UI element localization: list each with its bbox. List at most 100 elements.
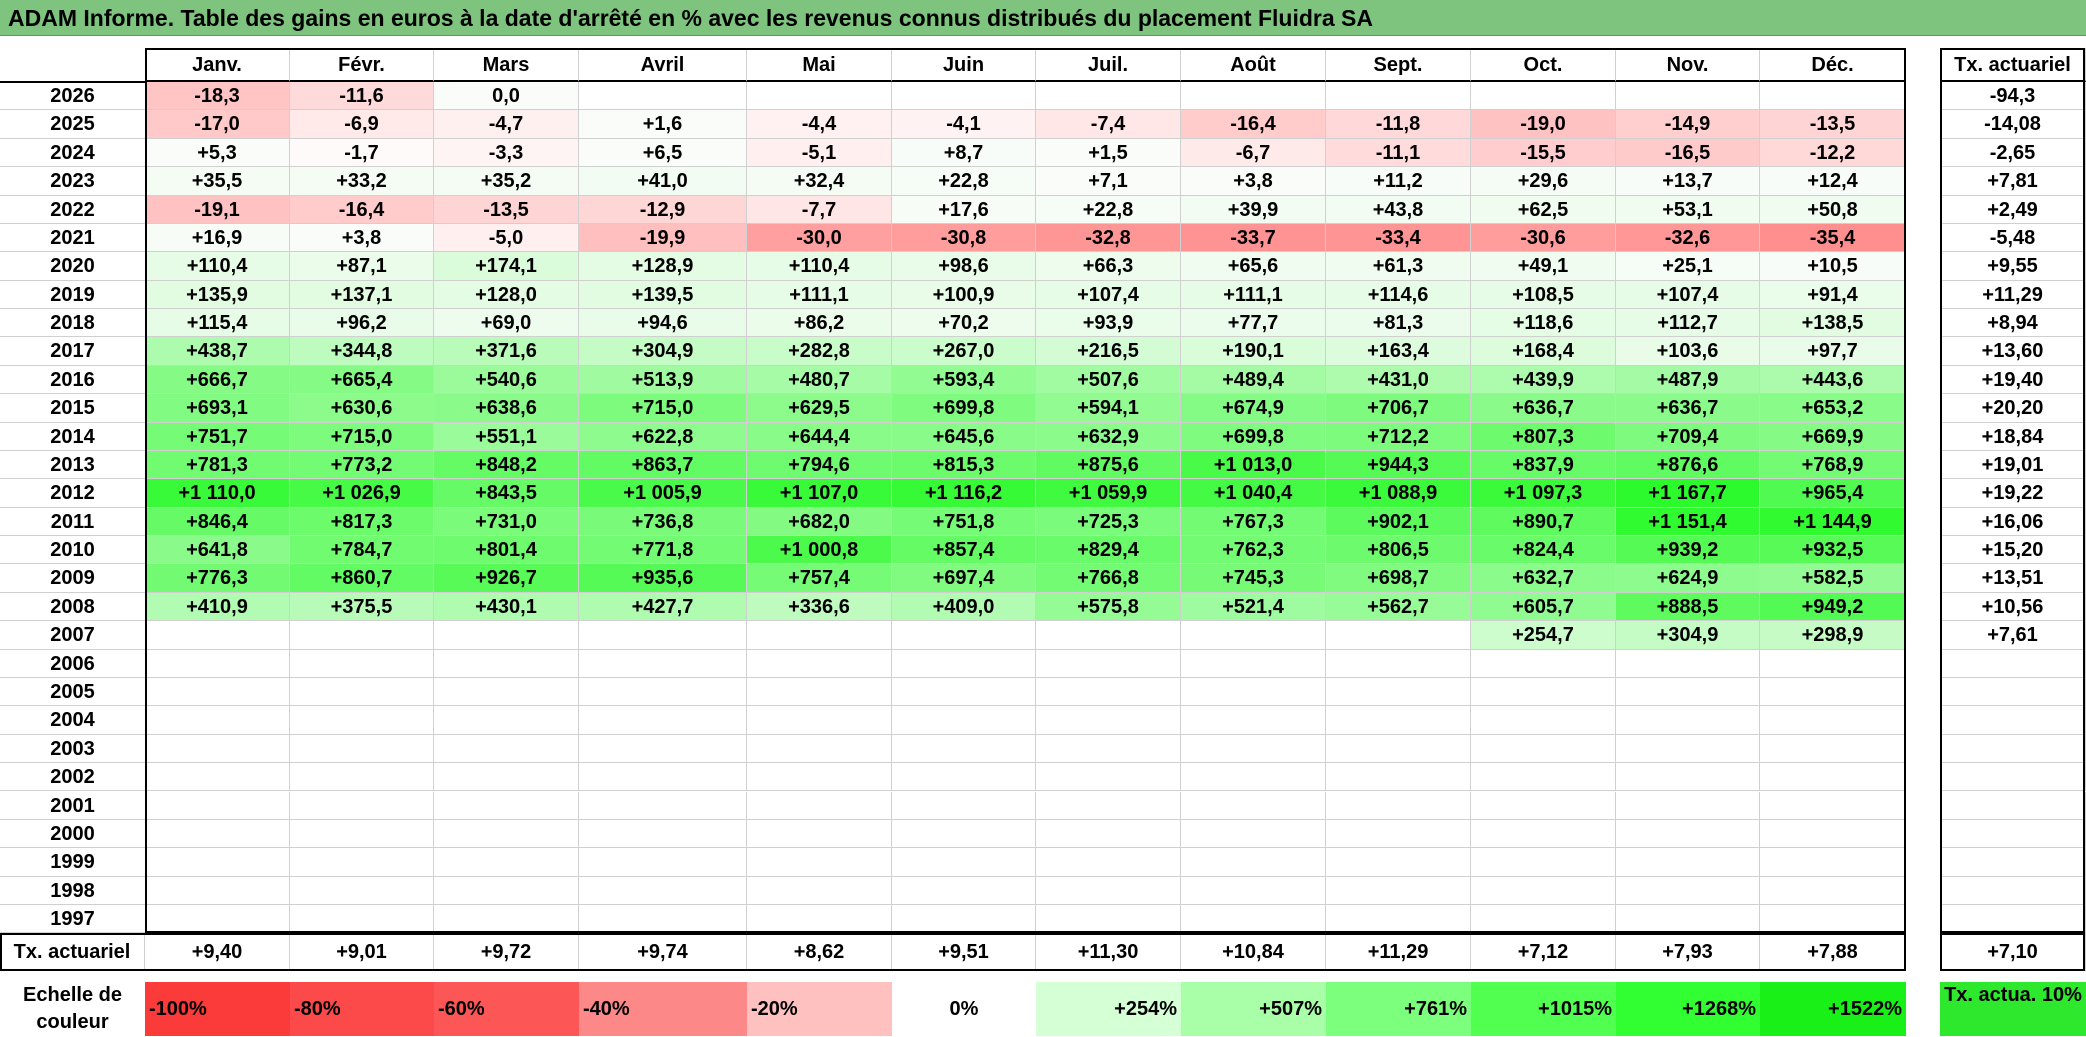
table-cell: +1,5 xyxy=(1036,138,1181,168)
year-label: 2006 xyxy=(0,650,145,678)
table-cell: -12,2 xyxy=(1760,138,1906,168)
table-cell xyxy=(747,763,892,792)
color-scale-swatch: +1268% xyxy=(1616,982,1760,1036)
table-cell xyxy=(290,649,434,678)
year-label: 2010 xyxy=(0,536,145,565)
table-cell: +32,4 xyxy=(747,167,892,196)
table-cell: +562,7 xyxy=(1326,592,1471,622)
table-cell: +768,9 xyxy=(1760,450,1906,480)
table-cell: +50,8 xyxy=(1760,195,1906,224)
table-cell xyxy=(1326,905,1471,934)
year-label: 2025 xyxy=(0,110,145,139)
table-cell xyxy=(434,621,579,650)
table-cell xyxy=(290,905,434,934)
table-cell: -15,5 xyxy=(1471,138,1616,168)
table-cell xyxy=(1036,734,1181,764)
table-cell: +375,5 xyxy=(290,592,434,622)
table-cell xyxy=(145,734,290,764)
table-cell xyxy=(1616,82,1760,111)
table-cell xyxy=(1036,706,1181,735)
table-cell xyxy=(579,621,747,650)
table-cell: +1 097,3 xyxy=(1471,479,1616,508)
summary-label: Tx. actuariel xyxy=(0,933,145,972)
tx-cell: -14,08 xyxy=(1940,110,2086,139)
table-cell xyxy=(579,819,747,849)
table-cell: +773,2 xyxy=(290,450,434,480)
table-cell xyxy=(579,876,747,905)
table-cell: +757,4 xyxy=(747,564,892,593)
table-cell xyxy=(1616,763,1760,792)
table-cell xyxy=(290,819,434,849)
table-cell: +371,6 xyxy=(434,337,579,366)
table-cell: +138,5 xyxy=(1760,309,1906,338)
table-cell: +846,4 xyxy=(145,507,290,537)
table-cell: +33,2 xyxy=(290,167,434,196)
color-scale-swatch: +1522% xyxy=(1760,982,1906,1036)
table-cell: -11,6 xyxy=(290,82,434,111)
table-cell xyxy=(1471,819,1616,849)
table-cell xyxy=(1181,763,1326,792)
table-cell xyxy=(747,876,892,905)
table-cell: +81,3 xyxy=(1326,309,1471,338)
table-cell xyxy=(1181,819,1326,849)
table-cell: -11,8 xyxy=(1326,110,1471,139)
table-cell: -6,7 xyxy=(1181,138,1326,168)
table-cell xyxy=(1326,819,1471,849)
table-cell: +593,4 xyxy=(892,365,1036,395)
table-cell xyxy=(1326,621,1471,650)
table-cell: +706,7 xyxy=(1326,394,1471,423)
table-cell: +731,0 xyxy=(434,507,579,537)
table-cell: +699,8 xyxy=(892,394,1036,423)
table-cell: +594,1 xyxy=(1036,394,1181,423)
table-cell: +111,1 xyxy=(747,280,892,310)
month-header: Juin xyxy=(892,48,1036,82)
table-cell xyxy=(434,819,579,849)
summary-cell: +9,51 xyxy=(892,933,1036,972)
table-cell xyxy=(1326,82,1471,111)
table-cell xyxy=(1760,763,1906,792)
table-cell xyxy=(1181,734,1326,764)
table-cell xyxy=(1760,819,1906,849)
table-cell: +118,6 xyxy=(1471,309,1616,338)
table-cell xyxy=(579,734,747,764)
year-label: 2001 xyxy=(0,792,145,820)
table-cell xyxy=(145,706,290,735)
table-cell: +439,9 xyxy=(1471,365,1616,395)
tx-cell: +18,84 xyxy=(1940,422,2086,451)
tx-cell: +19,01 xyxy=(1940,450,2086,480)
month-header: Nov. xyxy=(1616,48,1760,82)
table-cell: +745,3 xyxy=(1181,564,1326,593)
table-cell: -33,4 xyxy=(1326,223,1471,253)
tx-cell: +19,22 xyxy=(1940,479,2086,508)
month-header: Janv. xyxy=(145,48,290,82)
table-cell xyxy=(892,819,1036,849)
table-cell: +632,7 xyxy=(1471,564,1616,593)
table-cell xyxy=(1181,82,1326,111)
year-label: 2007 xyxy=(0,621,145,650)
table-cell: +128,0 xyxy=(434,280,579,310)
color-scale-swatch: +507% xyxy=(1181,982,1326,1036)
tx-cell: -2,65 xyxy=(1940,138,2086,168)
year-label: 2026 xyxy=(0,82,145,111)
table-cell: +665,4 xyxy=(290,365,434,395)
table-cell: -35,4 xyxy=(1760,223,1906,253)
table-cell: -3,3 xyxy=(434,138,579,168)
table-cell xyxy=(1616,791,1760,820)
year-label: 2003 xyxy=(0,735,145,764)
table-cell: +22,8 xyxy=(892,167,1036,196)
year-label: 2015 xyxy=(0,394,145,423)
table-cell: +304,9 xyxy=(1616,621,1760,650)
table-cell: -30,0 xyxy=(747,223,892,253)
summary-cell: +9,72 xyxy=(434,933,579,972)
table-cell xyxy=(579,649,747,678)
tx-cell: +10,56 xyxy=(1940,592,2086,622)
table-cell xyxy=(1036,82,1181,111)
table-cell: +22,8 xyxy=(1036,195,1181,224)
table-cell: +638,6 xyxy=(434,394,579,423)
table-cell xyxy=(892,649,1036,678)
table-cell xyxy=(1760,706,1906,735)
month-header: Févr. xyxy=(290,48,434,82)
table-cell xyxy=(145,876,290,905)
table-cell: +784,7 xyxy=(290,536,434,565)
year-label: 1998 xyxy=(0,877,145,905)
